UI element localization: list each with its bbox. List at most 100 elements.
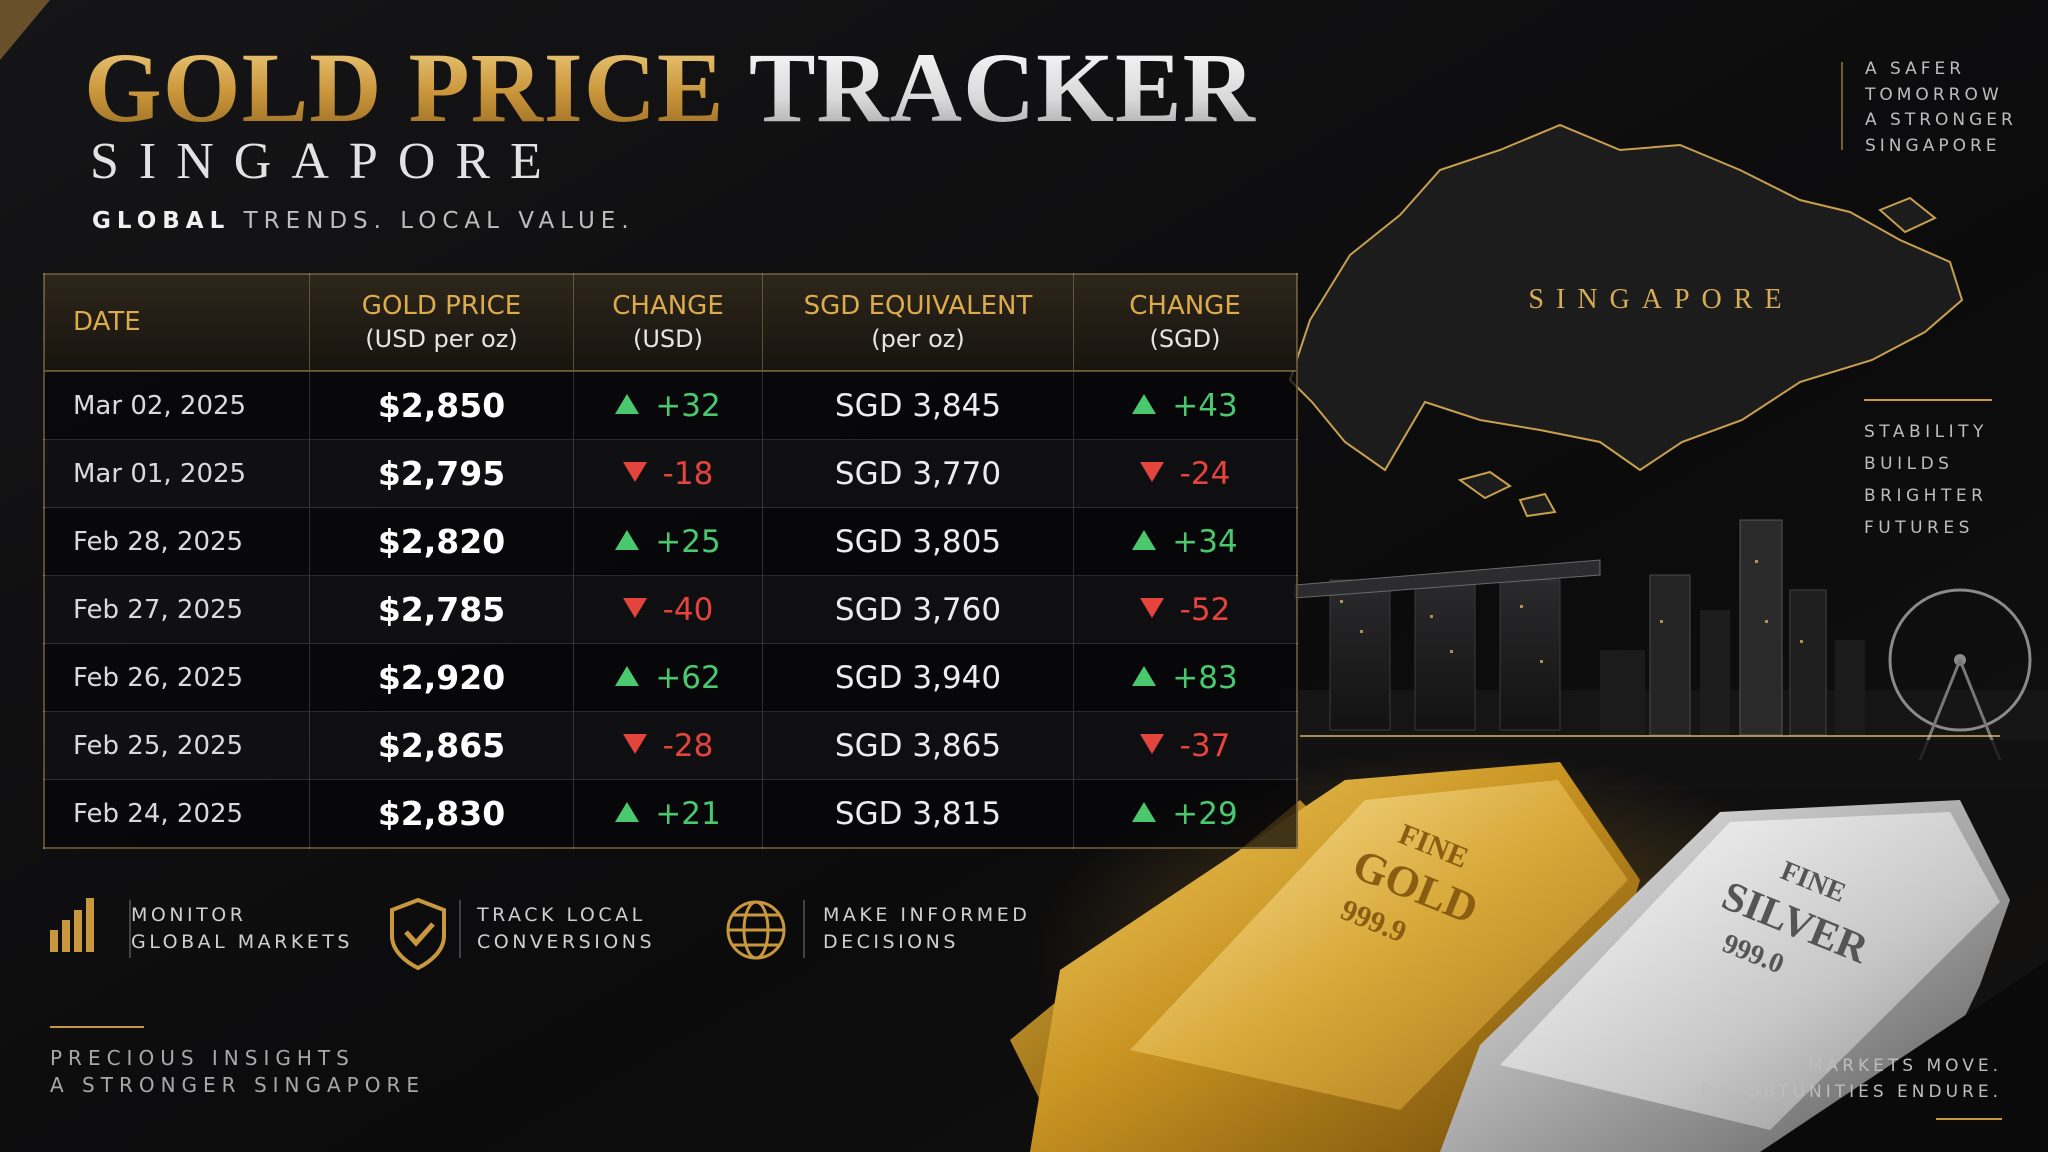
change-arrow (1132, 665, 1157, 686)
column-header: DATE (43, 274, 310, 372)
column-unit: (USD) (632, 324, 703, 353)
change-cell: +83 (1073, 643, 1297, 712)
price-cell: $2,785 (309, 575, 574, 644)
column-title: CHANGE (1129, 291, 1241, 321)
title-gold: GOLD PRICE (84, 32, 725, 143)
change-arrow (622, 733, 647, 754)
table-row: Feb 25, 2025 $2,865 -28 SGD 3,865 -37 (43, 711, 1297, 780)
title: GOLD PRICE TRACKER (84, 38, 1256, 138)
sgd-cell: SGD 3,770 (762, 439, 1074, 508)
sgd-cell: SGD 3,845 (762, 370, 1074, 440)
change-cell: +29 (1073, 779, 1297, 848)
date-cell: Feb 26, 2025 (43, 643, 310, 712)
column-header: CHANGE (SGD) (1073, 274, 1297, 372)
change-cell: -18 (573, 439, 763, 508)
column-unit: (SGD) (1149, 324, 1221, 353)
change-arrow (1139, 597, 1164, 618)
feature-line: GLOBAL MARKETS (131, 931, 353, 953)
sgd-cell: SGD 3,760 (762, 575, 1074, 644)
change-arrow (615, 665, 640, 686)
column-unit: (per oz) (871, 324, 965, 353)
feature-line: MAKE INFORMED (823, 904, 1031, 926)
price-cell: $2,850 (309, 370, 574, 440)
price-cell: $2,820 (309, 507, 574, 576)
change-cell: +62 (573, 643, 763, 712)
feature-line: CONVERSIONS (477, 931, 656, 953)
change-arrow (1132, 393, 1157, 414)
change-value: +21 (655, 795, 721, 832)
singapore-map (1288, 123, 1964, 472)
feature: MONITOR GLOBAL MARKETS (131, 902, 353, 956)
change-value: -28 (662, 727, 714, 764)
column-title: GOLD PRICE (361, 291, 522, 321)
side-line: A SAFER (1865, 59, 1966, 79)
feature-line: MONITOR (131, 904, 247, 926)
change-arrow (615, 801, 640, 822)
change-arrow (622, 597, 647, 618)
price-cell: $2,865 (309, 711, 574, 780)
side-line: BRIGHTER (1864, 486, 1988, 506)
side-quote: MARKETS MOVE. OPPORTUNITIES ENDURE. (1700, 1054, 2002, 1105)
side-line: SINGAPORE (1865, 135, 2001, 156)
price-cell: $2,830 (309, 779, 574, 848)
sgd-cell: SGD 3,940 (762, 643, 1074, 712)
date-cell: Feb 27, 2025 (43, 575, 310, 644)
change-value: -37 (1179, 727, 1231, 764)
footer-line: PRECIOUS INSIGHTS (50, 1046, 355, 1070)
side-line: STABILITY (1864, 422, 1988, 442)
column-title: SGD EQUIVALENT (803, 291, 1033, 321)
change-arrow (1139, 461, 1164, 482)
change-value: +62 (655, 659, 721, 696)
change-value: -40 (662, 591, 714, 628)
change-arrow (1139, 733, 1164, 754)
change-value: +83 (1172, 659, 1238, 696)
tagline: GLOBAL TRENDS. LOCAL VALUE. (92, 208, 635, 234)
date-cell: Mar 02, 2025 (43, 370, 310, 440)
table-row: Feb 27, 2025 $2,785 -40 SGD 3,760 -52 (43, 575, 1297, 644)
price-table: DATE GOLD PRICE (USD per oz) CHANGE (USD) SGD… (43, 273, 1298, 849)
change-cell: +34 (1073, 507, 1297, 576)
feature: TRACK LOCAL CONVERSIONS (477, 902, 655, 956)
side-line: A STRONGER (1865, 110, 2017, 130)
change-cell: +21 (573, 779, 763, 848)
change-cell: -52 (1073, 575, 1297, 644)
sgd-cell: SGD 3,805 (762, 507, 1074, 576)
change-value: -18 (662, 455, 714, 492)
date-cell: Feb 25, 2025 (43, 711, 310, 780)
tagline-rest: TRENDS. LOCAL VALUE. (243, 208, 635, 234)
table-row: Mar 02, 2025 $2,850 +32 SGD 3,845 +43 (43, 370, 1297, 440)
change-cell: -24 (1073, 439, 1297, 508)
date-cell: Feb 24, 2025 (43, 779, 310, 848)
change-cell: +43 (1073, 370, 1297, 440)
change-value: -24 (1179, 455, 1231, 492)
tagline-bold: GLOBAL (92, 208, 231, 234)
price-cell: $2,920 (309, 643, 574, 712)
change-value: +43 (1172, 387, 1238, 424)
sgd-cell: SGD 3,865 (762, 711, 1074, 780)
side-line: OPPORTUNITIES ENDURE. (1700, 1081, 2002, 1102)
side-quote: A SAFER TOMORROW A STRONGER SINGAPORE (1865, 57, 2017, 159)
table-row: Feb 24, 2025 $2,830 +21 SGD 3,815 +29 (43, 779, 1297, 848)
title-rest: TRACKER (748, 32, 1256, 143)
change-value: -52 (1179, 591, 1231, 628)
change-arrow (1132, 801, 1157, 822)
change-cell: -37 (1073, 711, 1297, 780)
side-line: TOMORROW (1865, 84, 2003, 105)
column-header: SGD EQUIVALENT (per oz) (762, 274, 1074, 372)
side-line: FUTURES (1864, 518, 1974, 538)
change-value: +34 (1172, 523, 1238, 560)
feature: MAKE INFORMED DECISIONS (823, 902, 1030, 956)
map-label: SINGAPORE (1528, 284, 1793, 315)
footer: PRECIOUS INSIGHTS A STRONGER SINGAPORE (50, 1045, 425, 1099)
subtitle: SINGAPORE (90, 133, 562, 190)
change-value: +29 (1172, 795, 1238, 832)
sgd-cell: SGD 3,815 (762, 779, 1074, 848)
change-cell: +25 (573, 507, 763, 576)
table-row: Mar 01, 2025 $2,795 -18 SGD 3,770 -24 (43, 439, 1297, 508)
change-arrow (615, 529, 640, 550)
column-header: GOLD PRICE (USD per oz) (309, 274, 574, 372)
change-cell: -28 (573, 711, 763, 780)
change-arrow (615, 393, 640, 414)
